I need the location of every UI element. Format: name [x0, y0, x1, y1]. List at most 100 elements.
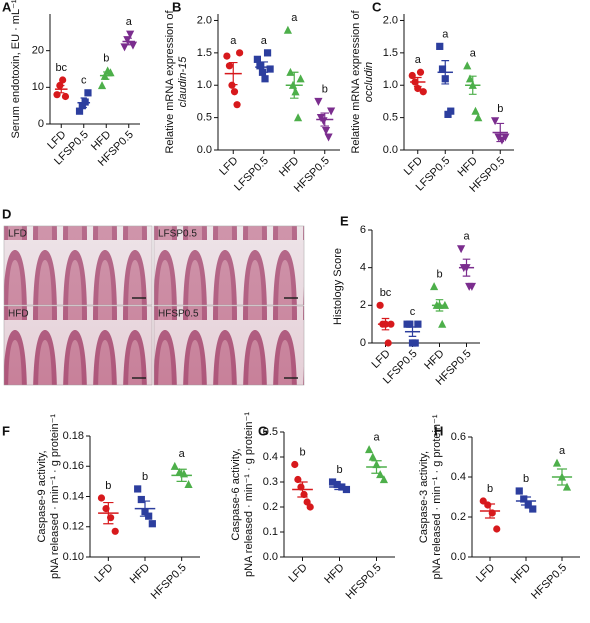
panel-label: D	[2, 206, 11, 221]
data-point	[59, 76, 67, 84]
data-point	[419, 88, 427, 96]
error-bar	[441, 60, 450, 85]
y-tick-label: 0.18	[63, 430, 84, 442]
data-point	[438, 65, 447, 73]
panel-label: A	[2, 0, 12, 14]
error-bar	[103, 71, 110, 80]
significance-letter: a	[291, 12, 298, 24]
significance-letter: a	[442, 28, 449, 40]
y-tick-label: 2.0	[197, 14, 212, 26]
data-point	[134, 485, 142, 493]
significance-letter: c	[81, 75, 87, 87]
y-tick-label: 1.5	[383, 47, 398, 59]
data-point	[411, 339, 419, 347]
data-point	[515, 487, 523, 495]
image-label: HFSP0.5	[158, 309, 199, 320]
y-tick-label: 0.0	[263, 551, 278, 563]
y-tick-label: 4	[360, 262, 366, 274]
error-bar	[320, 112, 330, 127]
y-axis-label: pNA released · min⁻¹ · g protein⁻¹	[431, 414, 443, 579]
significance-letter: bc	[380, 287, 392, 299]
significance-letter: b	[487, 483, 493, 495]
y-tick-label: 0	[38, 118, 44, 130]
error-bar	[80, 97, 87, 109]
data-point	[233, 101, 241, 109]
y-tick-label: 20	[32, 45, 44, 57]
data-point	[342, 485, 351, 494]
y-tick-label: 0.0	[451, 551, 466, 563]
x-tick-label: LFD	[369, 348, 392, 371]
panel-label: F	[2, 423, 10, 438]
error-bar	[408, 326, 417, 338]
x-tick-label: HFD	[128, 562, 153, 587]
significance-letter: a	[559, 445, 566, 457]
significance-letter: b	[497, 103, 503, 115]
y-tick-label: 2.0	[383, 14, 398, 26]
error-bar	[176, 468, 187, 482]
significance-letter: a	[126, 16, 133, 28]
y-tick-label: 10	[32, 81, 44, 93]
data-point	[120, 43, 129, 52]
data-point	[266, 65, 274, 73]
y-tick-label: 0.16	[63, 460, 84, 472]
y-tick-label: 0.10	[63, 551, 84, 563]
y-tick-label: 0.5	[263, 426, 278, 438]
y-tick-label: 0.12	[63, 521, 84, 533]
error-bar	[125, 37, 132, 46]
data-point	[529, 505, 537, 513]
data-point	[376, 301, 384, 309]
error-bar	[259, 61, 269, 73]
error-bar	[371, 460, 382, 474]
data-point	[306, 503, 314, 511]
data-point	[520, 495, 528, 503]
data-point	[111, 527, 119, 535]
data-point	[465, 74, 475, 83]
x-tick-label: HFD	[322, 562, 347, 587]
panel-label: G	[258, 423, 268, 438]
data-point	[438, 319, 447, 328]
data-point	[463, 61, 472, 70]
image-label: LFD	[8, 229, 27, 240]
y-tick-label: 0.4	[263, 451, 278, 463]
error-bar	[139, 500, 151, 517]
data-point	[447, 107, 455, 115]
error-bar	[556, 468, 568, 486]
data-point	[414, 320, 422, 328]
data-point	[261, 75, 269, 83]
error-bar	[435, 299, 444, 312]
y-tick-label: 0	[360, 337, 366, 349]
significance-letter: b	[336, 464, 342, 476]
data-point	[384, 339, 392, 347]
data-point	[294, 475, 302, 484]
significance-letter: b	[105, 480, 111, 492]
data-point	[291, 460, 299, 469]
y-tick-label: 0.14	[63, 490, 84, 502]
x-tick-label: HFD	[509, 562, 534, 587]
y-tick-label: 0.5	[383, 112, 398, 124]
significance-letter: a	[415, 54, 422, 66]
error-bar	[496, 122, 505, 143]
y-axis-label: Caspase-3 activity,	[418, 451, 430, 543]
x-tick-label: LFSP0.5	[232, 155, 271, 194]
significance-letter: a	[261, 35, 268, 47]
x-tick-label: LFD	[217, 155, 240, 178]
data-point	[148, 520, 156, 528]
significance-letter: b	[436, 268, 442, 280]
data-point	[328, 478, 337, 486]
data-point	[457, 245, 466, 254]
y-tick-label: 1.0	[383, 79, 398, 91]
data-point	[263, 49, 272, 57]
data-point	[84, 89, 92, 97]
significance-letter: c	[410, 306, 416, 318]
data-point	[296, 74, 305, 83]
data-point	[490, 117, 500, 126]
y-axis-label: pNA released · min⁻¹ · g protein⁻¹	[49, 414, 61, 579]
y-axis-label: Relative mRNA expression of	[164, 10, 176, 154]
significance-letter: bc	[55, 62, 67, 74]
y-tick-label: 0.6	[451, 431, 466, 443]
x-tick-label: HFSP0.5	[529, 562, 569, 602]
data-point	[324, 133, 333, 142]
data-point	[184, 480, 193, 488]
data-point	[327, 107, 336, 116]
y-axis-label: Caspase-9 activity,	[36, 450, 48, 542]
